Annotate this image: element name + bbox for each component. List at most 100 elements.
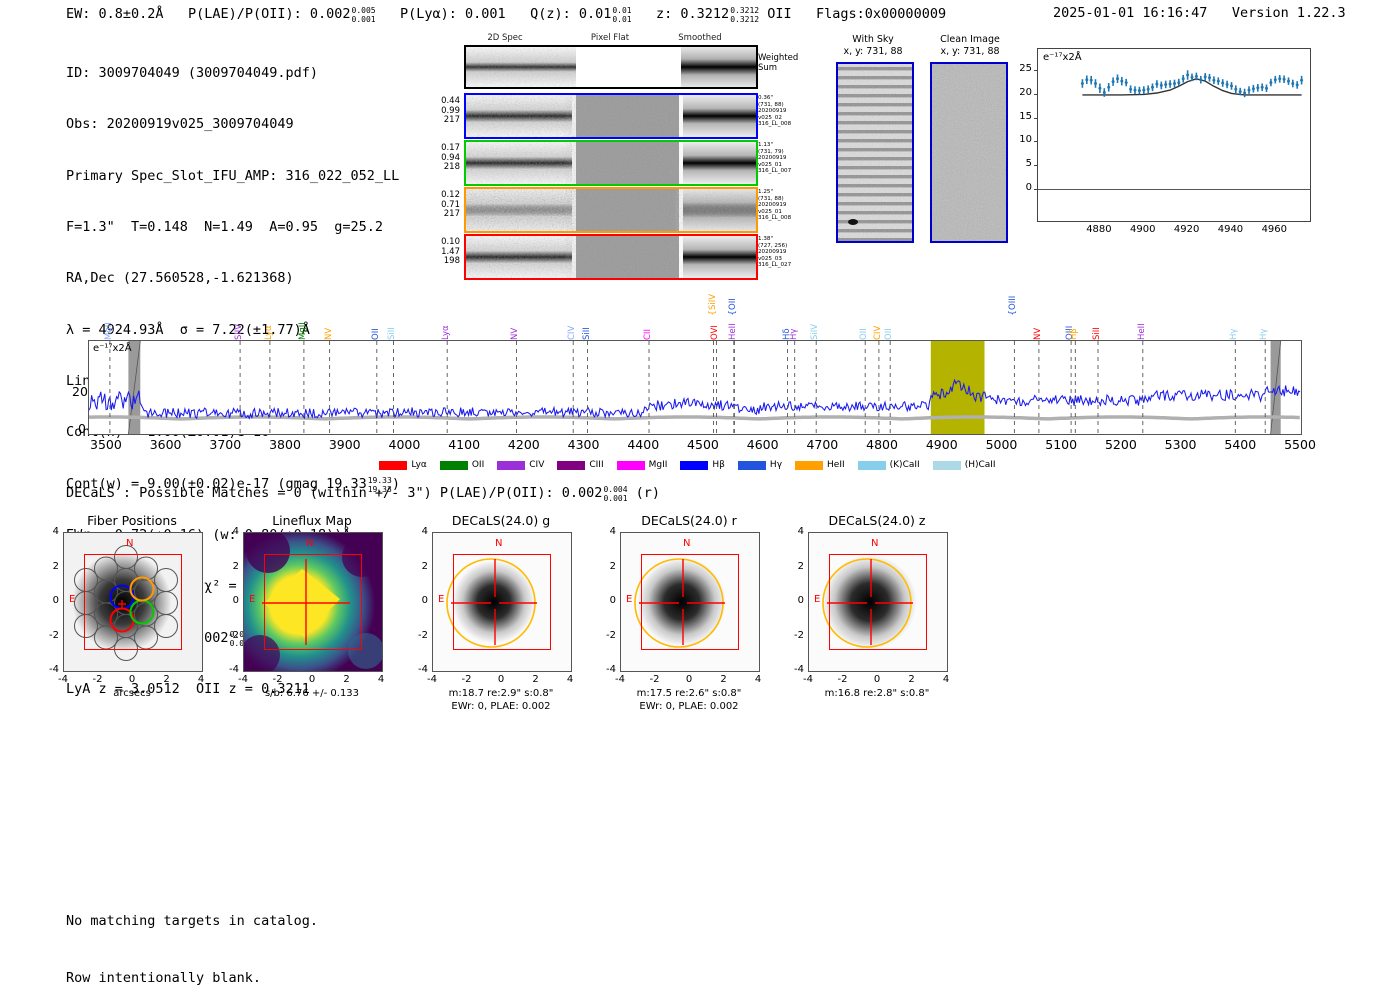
header-z-label: z: [656, 6, 673, 22]
spectrum-line-label: Hγ [788, 328, 799, 340]
header-z-value: 0.3212 [680, 6, 730, 22]
decals-header-hi: 0.004 [603, 485, 628, 494]
panel-east-label: E [438, 594, 445, 605]
legend-color-chip [857, 460, 886, 470]
panel-xtick: 0 [873, 674, 881, 685]
header-timestamp-version: 2025-01-01 16:16:47 Version 1.22.3 [1053, 5, 1346, 21]
legend-color-chip [932, 460, 961, 470]
with-sky-coords: x, y: 731, 88 [843, 46, 903, 57]
fiber-date: 20200919 [758, 202, 787, 209]
panel-xtick: -2 [272, 674, 283, 685]
weighted-sum-strip [464, 45, 758, 89]
fiber-row-image [464, 187, 758, 233]
panel-ytick: 2 [609, 560, 616, 572]
panel-image-0[interactable] [63, 532, 203, 672]
header-qz-value: 0.01 [578, 6, 612, 22]
panel-xlabel: arcsecs [113, 688, 151, 699]
spectrum-xtick: 5400 [1224, 437, 1257, 452]
spectrum-line-label: NV [510, 327, 521, 340]
zoom-xtick: 4900 [1130, 224, 1156, 235]
panel-fov-box [829, 554, 927, 650]
spectrum-line-label: NV [323, 327, 334, 340]
panel-xtick: 2 [532, 674, 539, 685]
timestamp: 2025-01-01 16:16:47 [1053, 5, 1208, 21]
fiber-row-image [464, 234, 758, 280]
spectrum-line-label: SiIV [707, 293, 718, 310]
zoom-ytick-mark [1034, 141, 1038, 143]
info-plae-hi: 0.005 [229, 630, 254, 640]
legend-color-chip [497, 460, 526, 470]
decals-header: DECaLS : Possible Matches = 0 (within +/… [66, 484, 660, 503]
panel-north-label: N [306, 538, 314, 549]
panel-ytick: -2 [229, 629, 239, 641]
panel-image-4[interactable] [808, 532, 948, 672]
panel-ytick: 4 [797, 526, 804, 537]
fiber-row-image [464, 140, 758, 186]
panel-xtick: -4 [803, 674, 813, 685]
spectrum-line-label: HeII [1136, 323, 1147, 340]
fiber-date: 20200919 [758, 108, 787, 115]
spectrum-line-label: OIII [1008, 295, 1019, 310]
panel-north-label: N [683, 538, 691, 549]
legend-label: (H)CaII [964, 460, 996, 471]
panel-caption-1: m:18.7 re:2.9" s:0.8" [448, 688, 554, 699]
fiber-weight: 0.12 [441, 190, 460, 200]
legend-item: MgII [616, 460, 667, 471]
panel-xtick: 4 [197, 674, 205, 685]
spectrum-xtick: 4200 [507, 437, 540, 452]
panel-xtick: -4 [238, 674, 248, 685]
zoom-ytick: 10 [1019, 134, 1032, 146]
legend-color-chip [680, 460, 709, 470]
panel-caption-2: EWr: 0, PLAE: 0.002 [451, 701, 551, 712]
zoom-ytick-mark [1034, 164, 1038, 166]
legend-item: (H)CaII [932, 460, 996, 471]
panel-caption-1: m:16.8 re:2.8" s:0.8" [824, 688, 930, 699]
spectrum-line-brace: { [728, 310, 739, 316]
panel-xtick: -2 [461, 674, 472, 685]
panel-ytick: -4 [606, 664, 616, 675]
spectrum-xtick: 4500 [687, 437, 719, 452]
panel-caption-1: s/b: 6.76 +/- 0.133 [264, 688, 360, 699]
spectrum-xtick: 5500 [1284, 437, 1316, 452]
spectrum-line-brace: { [1008, 310, 1019, 316]
legend-label: Lyα [411, 460, 427, 471]
header-z-hi: 0.3212 [730, 6, 760, 15]
main-spectrum-ytick-20: 20 [72, 384, 88, 399]
main-spectrum-plot: e⁻¹⁷x2Å [88, 340, 1302, 435]
zoom-ytick-mark [1034, 188, 1038, 190]
spectrum-line-label: OII [884, 328, 895, 340]
fiber-row-values: 0.10 1.47 198 [424, 237, 460, 267]
spectrum-xtick: 4000 [388, 437, 421, 452]
fiber-dist: 0.36" [758, 95, 774, 101]
decals-header-lo: 0.001 [603, 494, 628, 503]
info-cont-w-hi: 19.33 [367, 476, 392, 486]
panel-east-label: E [69, 594, 76, 605]
spectrum-xtick: 3700 [209, 437, 242, 452]
legend-color-chip [379, 460, 408, 470]
spectrum-line-label: SiII [581, 327, 592, 340]
spectrum-xtick: 5100 [1045, 437, 1078, 452]
panel-ytick: 0 [797, 595, 804, 606]
panel-ytick: 4 [52, 526, 59, 537]
spectrum-xtick: 4600 [746, 437, 779, 452]
info-redshifts: LyA z = 3.0512 OII z = 0.3211 [66, 680, 310, 697]
panel-title: DECaLS(24.0) z [828, 513, 926, 528]
panel-image-1[interactable] [243, 532, 383, 672]
legend-label: HeII [827, 460, 845, 471]
panel-ytick: 0 [421, 595, 428, 606]
header-plae-label: P(LAE)/P(OII): [187, 6, 302, 22]
panel-image-2[interactable] [432, 532, 572, 672]
panel-xtick: 2 [720, 674, 727, 685]
legend-color-chip [439, 460, 468, 470]
spectrum-xtick: 3900 [328, 437, 361, 452]
fiber-value3: 218 [443, 162, 460, 173]
zoom-xtick: 4920 [1173, 224, 1200, 235]
spectrum-line-label: OII [728, 298, 739, 310]
panel-north-label: N [871, 538, 879, 549]
spectrum-line-label: MgII [297, 322, 308, 340]
panel-xtick: 0 [308, 674, 316, 685]
main-spectrum-ytick-0: 0 [78, 421, 86, 436]
panel-image-3[interactable] [620, 532, 760, 672]
panel-ytick: -2 [49, 629, 59, 641]
spectrum-line-label: Hγ [1229, 328, 1240, 340]
